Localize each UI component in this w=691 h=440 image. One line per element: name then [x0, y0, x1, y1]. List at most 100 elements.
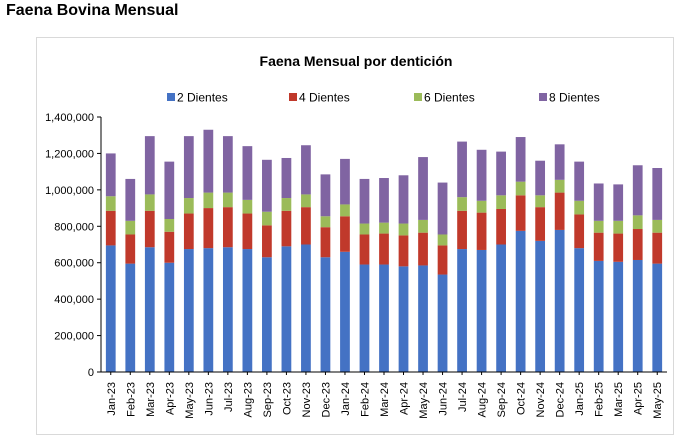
bar-2-dientes-feb-23	[125, 263, 136, 372]
bar-2-dientes-apr-24	[398, 266, 409, 372]
bar-8-dientes-feb-24	[359, 178, 370, 224]
x-tick-label: Nov-24	[535, 382, 547, 417]
bar-6-dientes-may-23	[183, 198, 194, 214]
x-axis: Jan-23 Feb-23 Mar-23 Apr-23 May-23 Jun-23 Jul-…	[101, 371, 667, 419]
bar-4-dientes-oct-23	[281, 210, 292, 247]
bar-8-dientes-jul-24	[457, 141, 467, 198]
legend-label-1: 2 Dientes	[177, 91, 228, 105]
bar-8-dientes-may-23	[183, 136, 194, 199]
bar-6-dientes-jun-23	[203, 192, 214, 209]
legend-swatch-2	[289, 93, 297, 101]
bar-2-dientes-nov-24	[535, 240, 546, 372]
bar-8-dientes-mar-23	[144, 136, 155, 195]
bar-4-dientes-feb-23	[125, 234, 136, 264]
bar-4-dientes-may-24	[418, 232, 428, 266]
bar-6-dientes-aug-23	[242, 199, 253, 214]
x-tick-label: May-25	[652, 382, 664, 419]
bar-4-dientes-jan-25	[574, 214, 585, 249]
y-tick-label: 1,400,000	[45, 112, 94, 124]
bar-6-dientes-dec-23	[320, 216, 331, 228]
legend-swatch-4	[539, 93, 547, 101]
bar-8-dientes-feb-25	[593, 183, 604, 221]
bar-6-dientes-jan-24	[340, 204, 350, 217]
bar-8-dientes-jan-24	[340, 158, 350, 205]
bar-8-dientes-nov-23	[301, 145, 311, 195]
bar-4-dientes-may-25	[652, 232, 663, 264]
x-tick-label: Apr-24	[399, 382, 411, 415]
x-tick-label: Oct-24	[516, 382, 528, 415]
x-tick-label: Jan-23	[106, 382, 118, 416]
bar-8-dientes-jul-23	[222, 136, 233, 193]
bar-6-dientes-feb-24	[359, 223, 370, 235]
bar-6-dientes-apr-24	[398, 223, 409, 236]
chart-title: Faena Mensual por dentición	[260, 53, 453, 69]
page-title: Faena Bovina Mensual	[6, 2, 179, 19]
bar-4-dientes-jan-23	[105, 210, 116, 246]
bar-2-dientes-may-24	[418, 265, 428, 372]
bar-2-dientes-jan-25	[574, 248, 585, 372]
bar-6-dientes-feb-25	[593, 220, 604, 233]
y-tick-label: 400,000	[54, 294, 94, 306]
bar-2-dientes-jan-24	[340, 251, 350, 372]
bar-8-dientes-jan-25	[574, 161, 585, 201]
x-tick-label: Mar-25	[613, 382, 625, 417]
x-tick-label: Aug-23	[242, 382, 254, 417]
bar-2-dientes-oct-23	[281, 246, 292, 372]
bar-6-dientes-apr-25	[632, 215, 643, 230]
bar-2-dientes-mar-24	[379, 264, 389, 372]
bar-4-dientes-jun-23	[203, 208, 214, 249]
chart-svg: Faena Mensual por dentición 2 Dientes 4 D…	[45, 53, 667, 419]
bar-6-dientes-feb-23	[125, 220, 136, 235]
x-tick-label: Dec-24	[555, 382, 567, 417]
bar-6-dientes-jul-23	[222, 192, 233, 208]
bar-6-dientes-apr-23	[164, 219, 175, 232]
y-tick-label: 0	[88, 367, 94, 379]
bar-8-dientes-dec-24	[554, 144, 565, 180]
bar-6-dientes-mar-23	[144, 194, 155, 211]
x-tick-label: Jan-24	[340, 382, 352, 416]
x-tick-label: Feb-24	[359, 382, 371, 417]
bar-6-dientes-may-24	[418, 219, 428, 233]
chart-frame: Faena Mensual por dentición 2 Dientes 4 D…	[36, 37, 674, 435]
bar-4-dientes-may-23	[183, 213, 194, 250]
x-tick-label: Sep-23	[262, 382, 274, 417]
legend: 2 Dientes 4 Dientes 6 Dientes 8 Dientes	[167, 91, 600, 105]
x-tick-label: Jun-24	[438, 382, 450, 416]
bars	[105, 129, 663, 372]
bar-8-dientes-may-25	[652, 168, 663, 220]
bar-2-dientes-aug-23	[242, 249, 253, 372]
bar-8-dientes-oct-23	[281, 157, 292, 199]
bar-4-dientes-sep-23	[262, 225, 272, 258]
bar-4-dientes-sep-24	[496, 208, 506, 245]
bar-8-dientes-aug-24	[476, 149, 487, 201]
y-tick-label: 600,000	[54, 258, 94, 270]
bar-6-dientes-nov-24	[535, 195, 546, 208]
x-tick-label: May-24	[418, 382, 430, 419]
bar-8-dientes-apr-24	[398, 175, 409, 224]
bar-4-dientes-dec-23	[320, 227, 331, 258]
bar-4-dientes-nov-24	[535, 207, 546, 241]
bar-8-dientes-jun-23	[203, 129, 214, 193]
bar-2-dientes-dec-24	[554, 229, 565, 372]
x-tick-label: Aug-24	[477, 382, 489, 417]
bar-2-dientes-apr-25	[632, 259, 643, 372]
bar-6-dientes-mar-24	[379, 222, 389, 234]
bar-6-dientes-may-25	[652, 219, 663, 233]
bar-6-dientes-oct-24	[515, 181, 526, 196]
x-tick-label: Mar-24	[379, 382, 391, 417]
bar-2-dientes-feb-24	[359, 264, 370, 372]
bar-2-dientes-oct-24	[515, 230, 526, 372]
x-tick-label: Jun-23	[203, 382, 215, 416]
bar-4-dientes-apr-25	[632, 229, 643, 260]
bar-2-dientes-sep-24	[496, 244, 506, 372]
bar-4-dientes-jul-23	[222, 207, 233, 248]
legend-label-2: 4 Dientes	[299, 91, 350, 105]
x-tick-label: Nov-23	[301, 382, 313, 417]
bar-6-dientes-jan-23	[105, 196, 116, 211]
bar-8-dientes-mar-25	[613, 184, 624, 221]
bar-2-dientes-feb-25	[593, 260, 604, 372]
x-tick-label: Feb-23	[125, 382, 137, 417]
bar-2-dientes-jun-23	[203, 248, 214, 372]
bar-8-dientes-nov-24	[535, 160, 546, 196]
bar-4-dientes-feb-24	[359, 234, 370, 265]
